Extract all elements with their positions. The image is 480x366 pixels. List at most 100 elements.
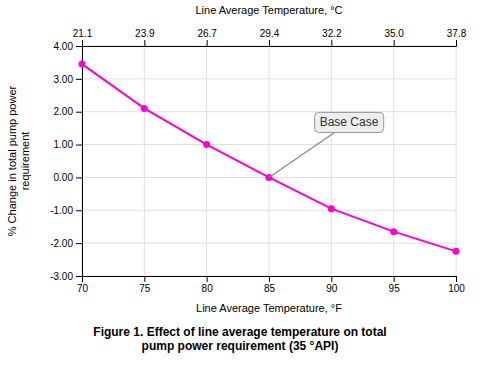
tick-mark <box>394 40 395 46</box>
tick-mark <box>76 210 82 211</box>
tick: 35.0 <box>384 28 404 46</box>
line <box>82 64 456 251</box>
tick: 26.7 <box>197 28 217 46</box>
tick: 0.00 <box>54 172 82 183</box>
tick: 29.4 <box>260 28 280 46</box>
annotation: Base Case <box>320 115 379 129</box>
tick-mark <box>76 177 82 178</box>
tick-mark <box>394 276 395 282</box>
tick-label: 1.00 <box>54 139 74 150</box>
x-axis: 70 75 80 85 90 95 100 <box>77 276 465 294</box>
tick-label: -2.00 <box>50 238 73 249</box>
tick: 4.00 <box>54 41 82 52</box>
tick-mark <box>76 243 82 244</box>
grid-line <box>82 144 456 145</box>
marker <box>203 141 210 148</box>
tick: 32.2 <box>322 28 342 46</box>
title: Figure 1. Effect of line average tempera… <box>93 325 386 353</box>
tick-mark <box>76 276 82 277</box>
tick: 100 <box>448 276 465 294</box>
tick-mark <box>269 40 270 46</box>
tick-mark <box>456 40 457 46</box>
tick: 70 <box>77 276 89 294</box>
tick-mark <box>76 46 82 47</box>
tick: 75 <box>139 276 151 294</box>
tick-label: 95 <box>389 283 401 294</box>
axis-line <box>76 47 83 277</box>
tick: 37.8 <box>447 28 467 46</box>
tick-label: 70 <box>77 283 89 294</box>
tick-label: 85 <box>264 283 276 294</box>
tick-mark <box>144 276 145 282</box>
grid-line <box>144 46 145 276</box>
grid-line <box>393 46 394 276</box>
grid-line <box>82 243 456 244</box>
x2-axis-label: Line Average Temperature, °C <box>195 4 342 16</box>
marker <box>328 205 335 212</box>
tick-label: 29.4 <box>260 28 280 39</box>
tick-mark <box>331 40 332 46</box>
tick-mark <box>207 276 208 282</box>
tick: 23.9 <box>135 28 155 46</box>
grid-line <box>456 46 457 276</box>
x-axis-label: Line Average Temperature, °F <box>196 302 342 314</box>
tick: 21.1 <box>73 28 93 46</box>
tick-label: 32.2 <box>322 28 342 39</box>
tick-mark <box>82 40 83 46</box>
series <box>79 61 460 255</box>
tick: -2.00 <box>50 238 82 249</box>
grid <box>82 46 456 276</box>
grid-line <box>82 111 456 112</box>
tick: 1.00 <box>54 139 82 150</box>
grid-line <box>206 46 207 276</box>
tick: 90 <box>326 276 338 294</box>
tick-mark <box>144 40 145 46</box>
tick-label: 23.9 <box>135 28 155 39</box>
tick-mark <box>76 79 82 80</box>
marker <box>79 61 86 68</box>
tick-mark <box>456 276 457 282</box>
tick-label: 35.0 <box>384 28 404 39</box>
grid-line <box>331 46 332 276</box>
tick-label: 100 <box>448 283 465 294</box>
tick: 95 <box>389 276 401 294</box>
annotations: Base Case <box>269 112 384 177</box>
grid-line <box>269 46 270 276</box>
marker <box>390 228 397 235</box>
tick-mark <box>207 40 208 46</box>
plot: 70 75 80 85 90 95 100 21.1 23.9 26.7 29.4 32.2 35.0 3… <box>50 28 466 294</box>
axis-line <box>83 277 457 283</box>
marker <box>453 248 460 255</box>
y-axis-label: % Change in total pump powerrequirement <box>6 85 31 236</box>
tick-label: 0.00 <box>54 172 74 183</box>
tick-label: 90 <box>326 283 338 294</box>
tick-mark <box>76 112 82 113</box>
annotation-box <box>315 112 384 132</box>
grid-line <box>82 210 456 211</box>
tick-mark <box>76 145 82 146</box>
tick-mark <box>331 276 332 282</box>
marker <box>141 105 148 112</box>
chart: 70 75 80 85 90 95 100 21.1 23.9 26.7 29.4 32.2 35.0 3… <box>0 0 480 366</box>
tick-label: -3.00 <box>50 271 73 282</box>
tick-label: -1.00 <box>50 205 73 216</box>
tick-label: 80 <box>202 283 214 294</box>
tick-mark <box>269 276 270 282</box>
tick-label: 4.00 <box>54 41 74 52</box>
tick: -1.00 <box>50 205 82 216</box>
y-axis: -3.00 -2.00 -1.00 0.00 1.00 2.00 3.00 4.00 <box>50 41 82 282</box>
tick-label: 2.00 <box>54 106 74 117</box>
tick-label: 75 <box>139 283 151 294</box>
tick-label: 26.7 <box>197 28 217 39</box>
tick-label: 37.8 <box>447 28 467 39</box>
tick: 2.00 <box>54 106 82 117</box>
tick: 80 <box>202 276 214 294</box>
axis-line <box>83 40 457 47</box>
tick: 3.00 <box>54 74 82 85</box>
tick-label: 3.00 <box>54 74 74 85</box>
tick: 85 <box>264 276 276 294</box>
grid-line <box>82 78 456 79</box>
x2-axis: 21.1 23.9 26.7 29.4 32.2 35.0 37.8 <box>73 28 467 47</box>
tick-label: 21.1 <box>73 28 93 39</box>
tick: -3.00 <box>50 271 82 282</box>
